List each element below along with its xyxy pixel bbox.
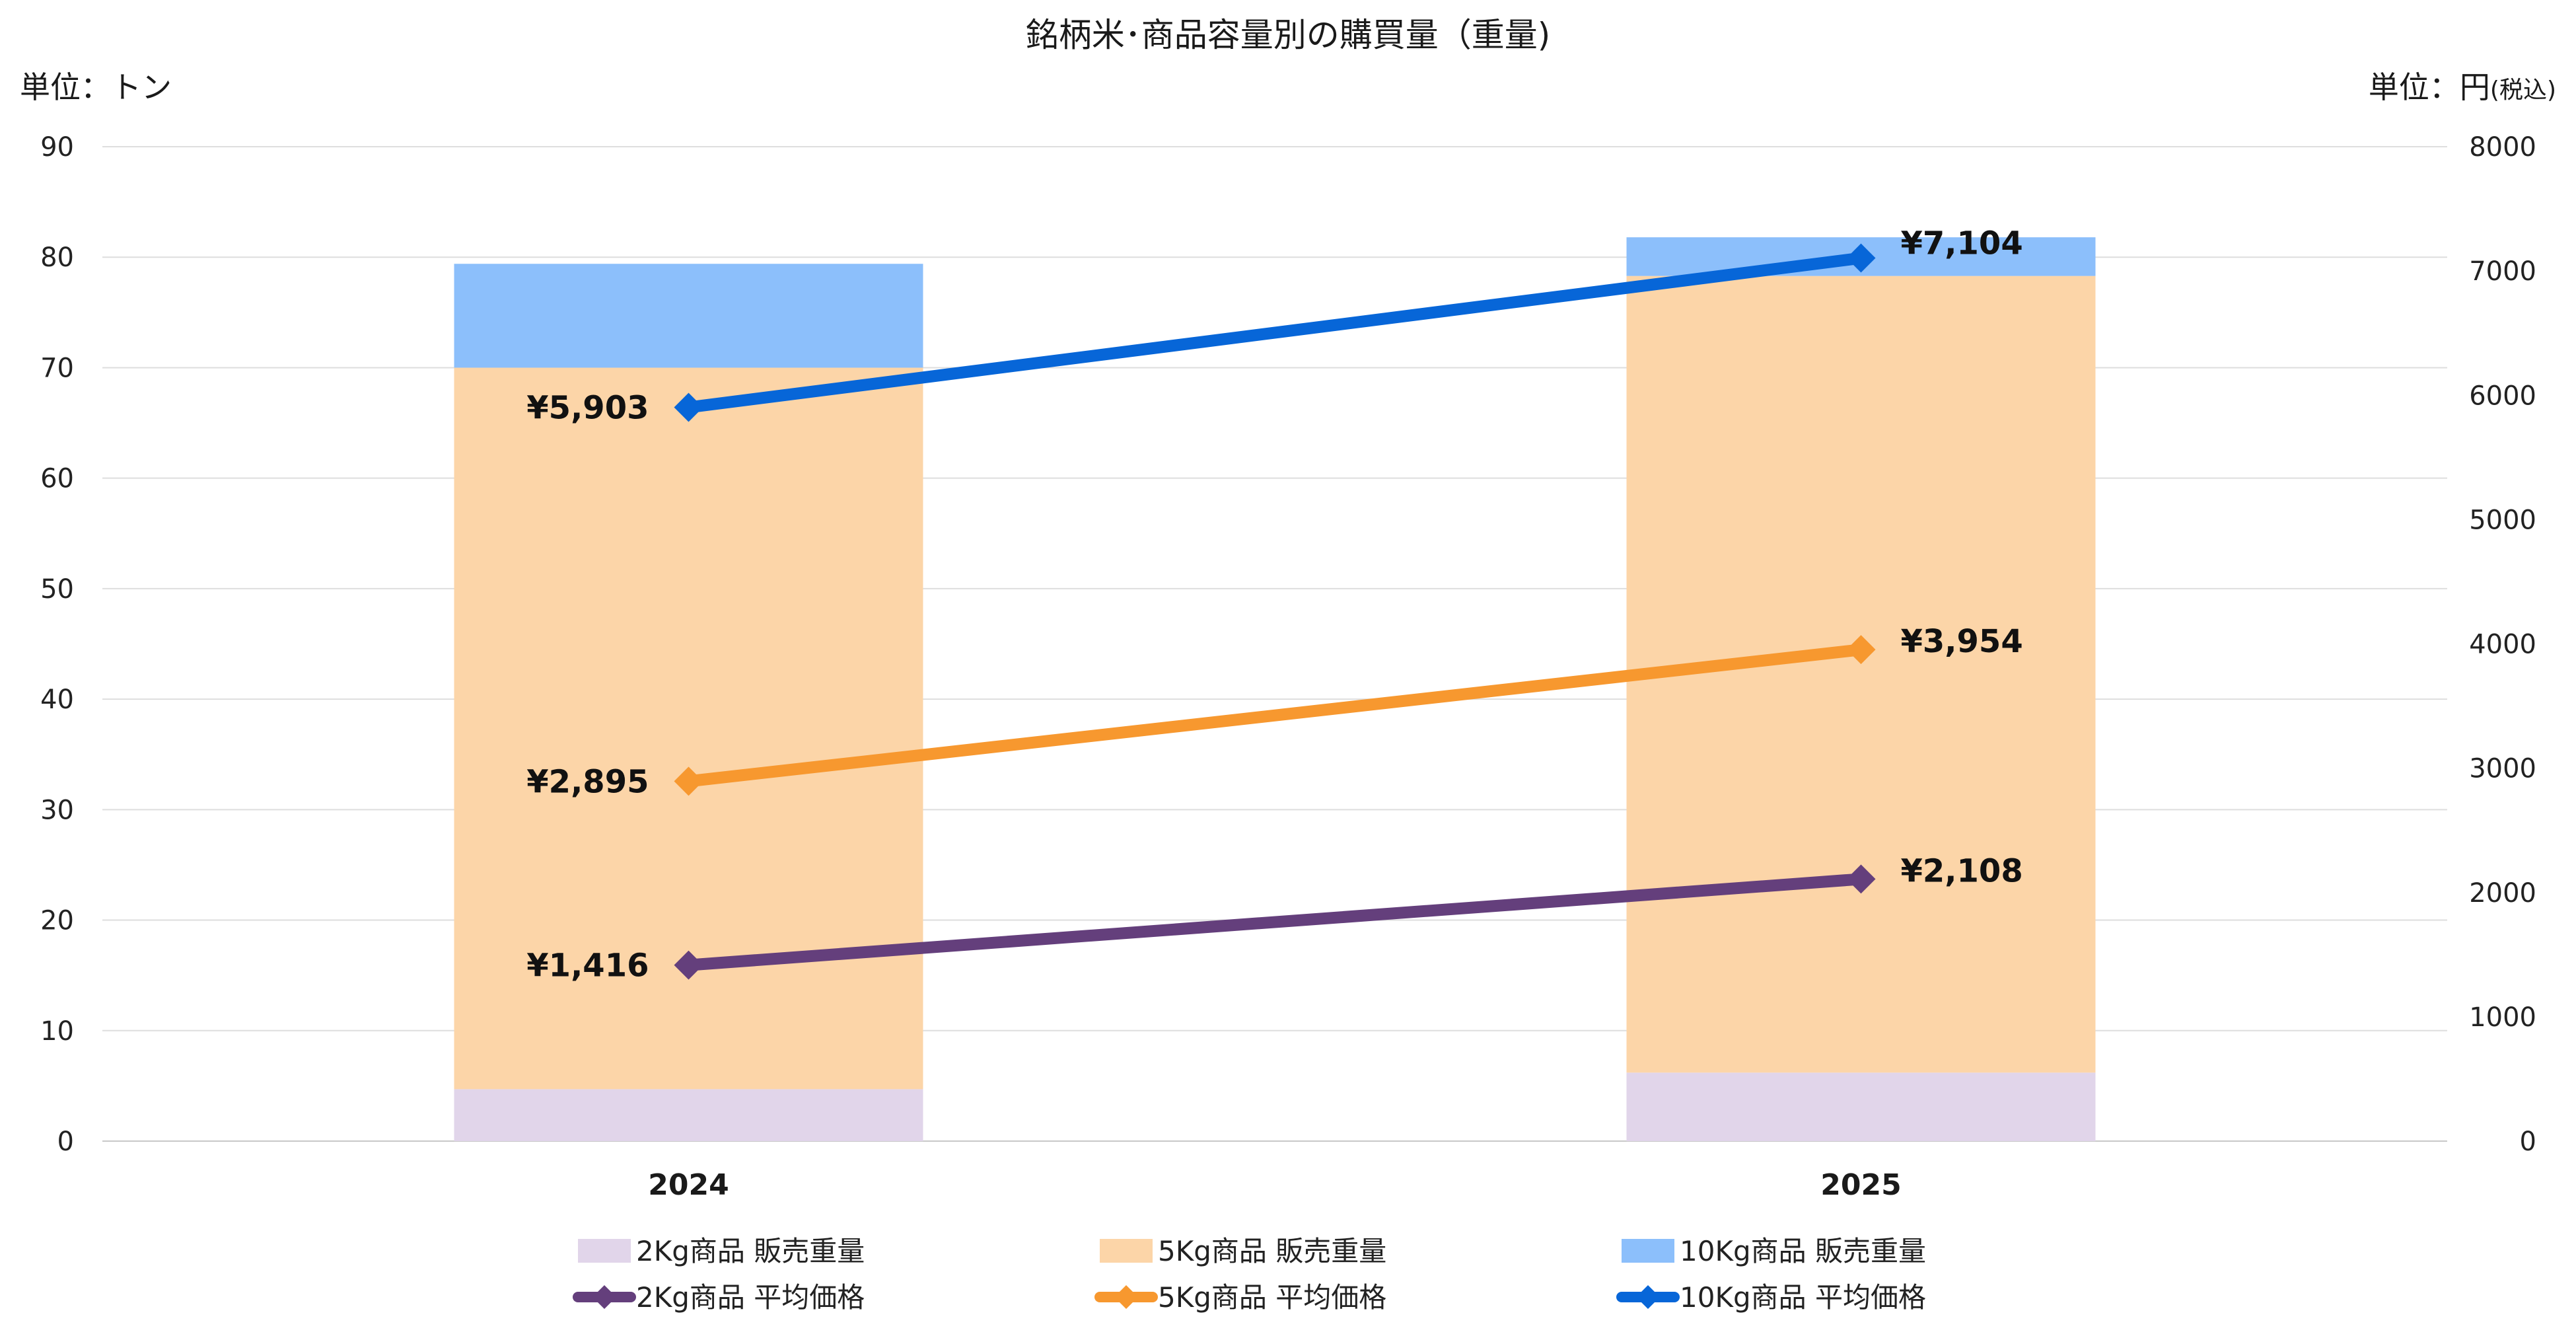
series-marker [1846, 243, 1876, 273]
series-line [682, 873, 1867, 971]
data-label: ¥1,416 [526, 948, 649, 985]
bar-series [454, 237, 2096, 1141]
series-marker [1846, 864, 1876, 894]
series-marker [674, 766, 703, 796]
bar-segment [1626, 276, 2096, 1073]
data-label: ¥2,895 [526, 763, 649, 800]
left-tick-label: 30 [40, 795, 74, 825]
data-label: ¥5,903 [526, 389, 649, 426]
bar-segment [454, 264, 923, 368]
bar-segment [454, 1089, 923, 1141]
legend-marker [592, 1285, 616, 1309]
left-tick-label: 60 [40, 464, 74, 494]
series-line [682, 252, 1867, 414]
right-tick-label: 1000 [2469, 1002, 2536, 1033]
legend-swatch [578, 1239, 631, 1263]
legend-label: 10Kg商品 販売重量 [1680, 1235, 1926, 1267]
x-category-label: 2024 [648, 1168, 729, 1202]
right-tick-label: 4000 [2469, 630, 2536, 660]
legend-label: 5Kg商品 販売重量 [1158, 1235, 1386, 1267]
series-line [682, 644, 1867, 788]
x-axis-categories: 2024 2025 [648, 1168, 1901, 1202]
left-tick-label: 40 [40, 685, 74, 715]
legend-swatch [1100, 1239, 1153, 1263]
data-label: ¥7,104 [1901, 225, 2023, 262]
right-axis-ticks: 0 1000 2000 3000 4000 5000 6000 7000 8000 [2469, 132, 2536, 1157]
series-marker [674, 950, 703, 980]
right-tick-label: 8000 [2469, 132, 2536, 163]
right-axis-unit: 単位：円(税込) [2369, 69, 2556, 105]
left-axis-unit: 単位：トン [20, 69, 172, 105]
right-tick-label: 0 [2520, 1127, 2536, 1157]
right-tick-label: 6000 [2469, 381, 2536, 411]
x-category-label: 2025 [1820, 1168, 1901, 1202]
legend-marker [1636, 1285, 1660, 1309]
left-tick-label: 50 [40, 574, 74, 605]
right-tick-label: 5000 [2469, 505, 2536, 535]
legend: 2Kg商品 販売重量 5Kg商品 販売重量 10Kg商品 販売重量 2Kg商品 平均価… [573, 1235, 1926, 1314]
legend-label: 2Kg商品 平均価格 [636, 1281, 865, 1314]
left-tick-label: 80 [40, 242, 74, 273]
series-marker [1846, 635, 1876, 665]
line-series: ¥1,416 ¥2,108 ¥2,895 ¥3,954 ¥5,903 ¥7,104 [526, 225, 2022, 985]
left-tick-label: 10 [40, 1016, 74, 1047]
legend-swatch [1622, 1239, 1674, 1263]
right-tick-label: 7000 [2469, 256, 2536, 287]
left-axis-ticks: 0 10 20 30 40 50 60 70 80 90 [40, 132, 74, 1157]
legend-label: 2Kg商品 販売重量 [636, 1235, 865, 1267]
series-marker [674, 392, 703, 422]
left-tick-label: 0 [57, 1127, 74, 1157]
data-label: ¥2,108 [1901, 852, 2023, 889]
data-label: ¥3,954 [1901, 623, 2023, 660]
left-tick-label: 70 [40, 353, 74, 383]
legend-label: 10Kg商品 平均価格 [1680, 1281, 1926, 1314]
right-tick-label: 2000 [2469, 878, 2536, 909]
legend-label: 5Kg商品 平均価格 [1158, 1281, 1386, 1314]
chart-title: 銘柄米･商品容量別の購買量（重量) [1026, 16, 1551, 54]
left-tick-label: 20 [40, 906, 74, 936]
right-tick-label: 3000 [2469, 754, 2536, 784]
left-tick-label: 90 [40, 132, 74, 163]
bar-segment [1626, 1072, 2096, 1141]
legend-marker [1114, 1285, 1138, 1309]
bar-segment [454, 367, 923, 1090]
